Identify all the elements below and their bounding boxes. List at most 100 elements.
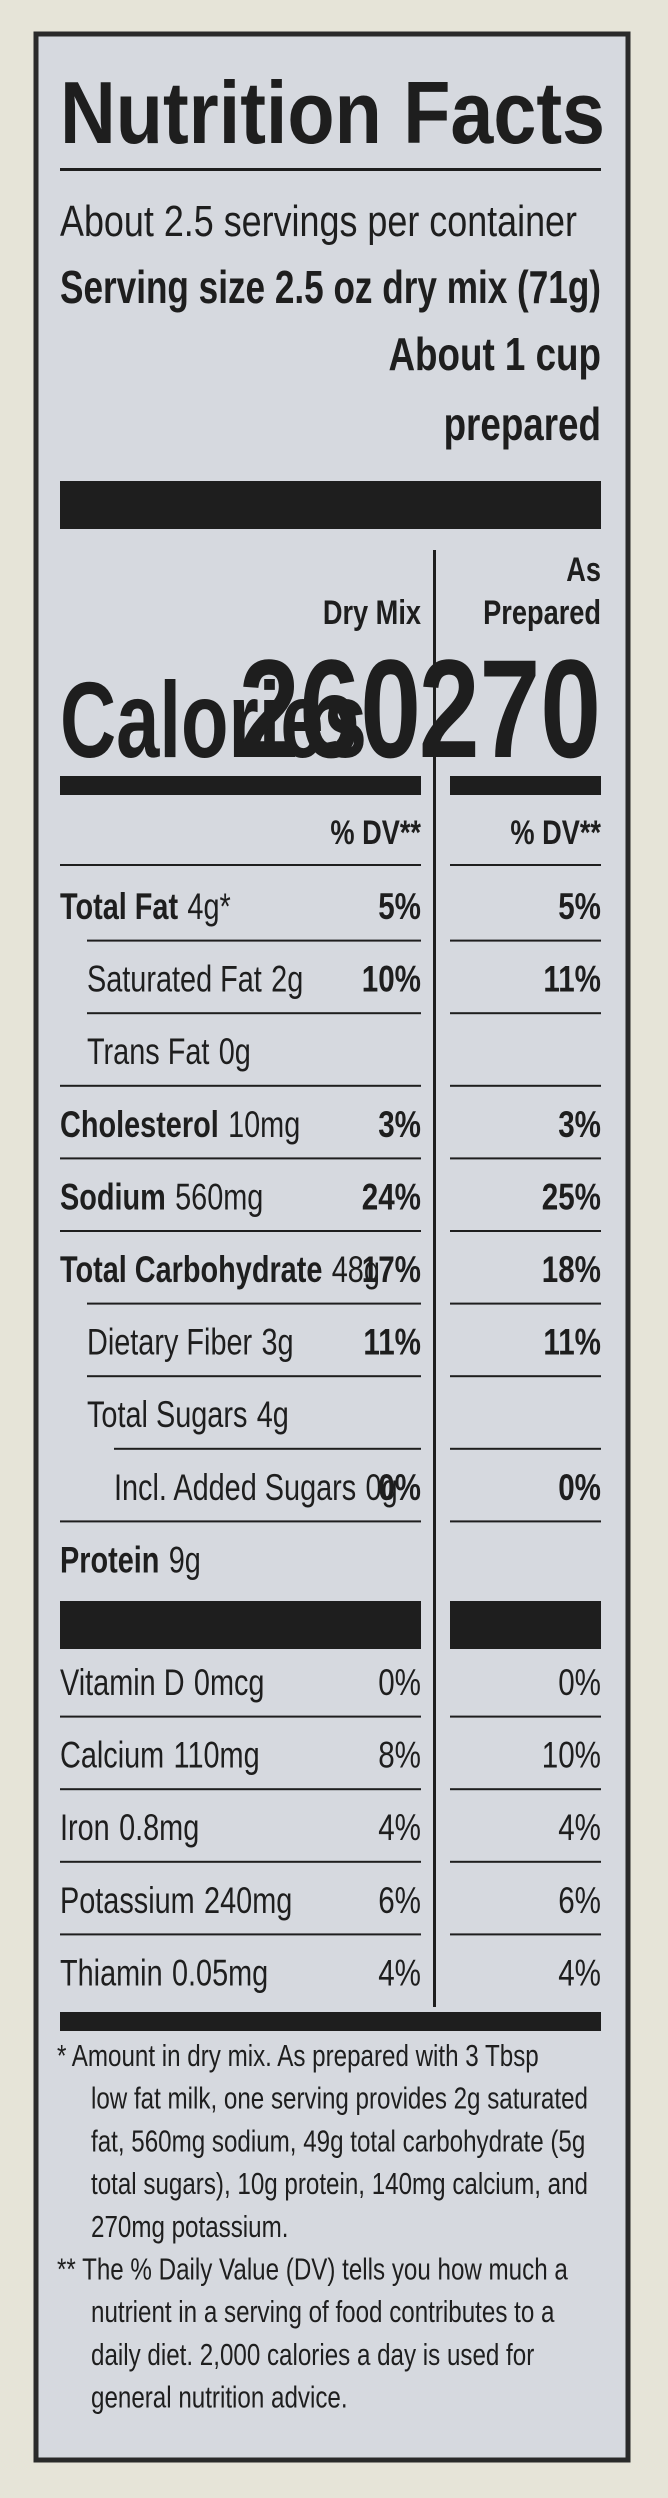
dv-prepared: 0% [558, 1663, 601, 1704]
nutrient-name: Thiamin [60, 1953, 163, 1994]
row-label-group: Total Sugars 4g [87, 1395, 289, 1436]
dv-prepared: 4% [558, 1808, 601, 1849]
footnote-group: nutrient in a serving of food contribute… [91, 2294, 555, 2329]
nutrient-amount: 9g [169, 1540, 201, 1581]
footnote-group: ** The % Daily Value (DV) tells you how … [57, 2252, 568, 2287]
dv-dry-group: 0% [378, 1468, 421, 1509]
nutrient-amount: 3g [262, 1322, 294, 1363]
thick-bar [60, 1601, 421, 1649]
rule [450, 1012, 601, 1015]
row-label: Total Fat 4g* [60, 887, 231, 928]
footnote: low fat milk, one serving provides 2g sa… [91, 2081, 588, 2116]
nutrient-name: Saturated Fat [87, 959, 262, 1000]
nutrient-name: Protein [60, 1540, 159, 1581]
row-label: Calcium 110mg [60, 1735, 260, 1776]
dv-dry-group: 24% [362, 1177, 421, 1218]
nutrient-name: Potassium [60, 1880, 195, 1921]
dv-prepared-group: 3% [558, 1105, 601, 1146]
nutrient-name: Sodium [60, 1177, 166, 1218]
footnote: nutrient in a serving of food contribute… [91, 2294, 555, 2329]
column-header-group: As [566, 550, 601, 589]
title: Nutrition Facts [60, 63, 605, 162]
row-label-group: Thiamin 0.05mg [60, 1953, 268, 1994]
dv-dry-group: 8% [378, 1736, 421, 1777]
footnote: general nutrition advice. [91, 2380, 348, 2415]
row-label: Potassium 240mg [60, 1880, 292, 1921]
rule [450, 1157, 601, 1160]
thick-bar [450, 1601, 601, 1649]
dv-prepared: 25% [542, 1177, 601, 1218]
nutrient-amount: 2g [271, 959, 303, 1000]
row-label: Total Carbohydrate 48g [60, 1250, 380, 1291]
rule [60, 1933, 421, 1936]
footnote-group: daily diet. 2,000 calories a day is used… [91, 2337, 534, 2372]
rule [450, 1520, 601, 1523]
footnote-group: 270mg potassium. [91, 2209, 288, 2244]
rule [60, 1788, 421, 1791]
row-label-group: Total Carbohydrate 48g [60, 1250, 380, 1291]
dv-dry-group: 4% [378, 1953, 421, 1994]
serving-size-dry: 2.5 oz dry mix (71g) [275, 261, 601, 313]
footnote: * Amount in dry mix. As prepared with 3 … [57, 2038, 539, 2073]
dv-dry: 4% [378, 1953, 421, 1994]
thick-bar [60, 481, 601, 529]
dv-prepared-group: 0% [558, 1663, 601, 1704]
row-label: Protein 9g [60, 1540, 201, 1581]
row-label: Sodium 560mg [60, 1177, 263, 1218]
column-header: As [566, 550, 601, 589]
row-label: Trans Fat 0g [87, 1032, 251, 1073]
column-header: Prepared [483, 593, 601, 632]
dv-prepared: 0% [558, 1468, 601, 1509]
dv-prepared-group: 18% [542, 1250, 601, 1291]
calories-dry-group: 260 [239, 630, 421, 787]
footnote: fat, 560mg sodium, 49g total carbohydrat… [91, 2124, 585, 2159]
dv-header-group: % DV** [330, 813, 421, 852]
dv-dry: 0% [378, 1468, 421, 1509]
dv-header-group: % DV** [510, 813, 601, 852]
dv-prepared: 18% [542, 1250, 601, 1291]
row-label: Thiamin 0.05mg [60, 1953, 268, 1994]
rule [60, 1715, 421, 1718]
dv-dry-group: 5% [378, 887, 421, 928]
nutrient-amount: 0.8mg [119, 1808, 199, 1849]
dv-prepared-group: 11% [543, 960, 601, 1001]
rule [450, 1788, 601, 1791]
dv-prepared-group: 10% [542, 1736, 601, 1777]
rule [60, 168, 601, 171]
calories-label-group: Calories [60, 659, 367, 780]
nutrient-amount: 0g [219, 1032, 251, 1073]
dv-prepared-group: 5% [558, 887, 601, 928]
nutrient-name: Dietary Fiber [87, 1322, 252, 1363]
row-label-group: Calcium 110mg [60, 1735, 260, 1776]
nutrient-amount: 560mg [175, 1177, 263, 1218]
footnote-group: * Amount in dry mix. As prepared with 3 … [57, 2038, 539, 2073]
nutrient-amount: 10mg [228, 1104, 300, 1145]
thick-bar [60, 2012, 601, 2031]
nutrient-name: Total Carbohydrate [60, 1250, 322, 1291]
dv-prepared-group: 4% [558, 1808, 601, 1849]
rule [450, 1375, 601, 1378]
rule [450, 1302, 601, 1305]
rule [450, 939, 601, 942]
serving-size-label: Serving size [60, 261, 265, 313]
dv-dry-group: 11% [363, 1323, 421, 1364]
row-label-group: Saturated Fat 2g [87, 959, 303, 1000]
rule [60, 864, 421, 866]
calories-dry: 260 [239, 630, 421, 787]
dv-dry-group: 3% [378, 1105, 421, 1146]
row-label-group: Sodium 560mg [60, 1177, 263, 1218]
dv-dry: 6% [378, 1881, 421, 1922]
footnote: 270mg potassium. [91, 2209, 288, 2244]
footnote: ** The % Daily Value (DV) tells you how … [57, 2252, 568, 2287]
footnote: total sugars), 10g protein, 140mg calciu… [91, 2166, 588, 2201]
rule [450, 1860, 601, 1863]
nutrient-name: Vitamin D [60, 1663, 185, 1704]
dv-prepared: 10% [542, 1736, 601, 1777]
calories-bar [450, 776, 601, 795]
row-label: Vitamin D 0mcg [60, 1663, 264, 1704]
dv-dry: 11% [363, 1323, 421, 1364]
rule [450, 1447, 601, 1450]
dv-dry-group: 10% [362, 960, 421, 1001]
dv-prepared: 11% [543, 960, 601, 1001]
